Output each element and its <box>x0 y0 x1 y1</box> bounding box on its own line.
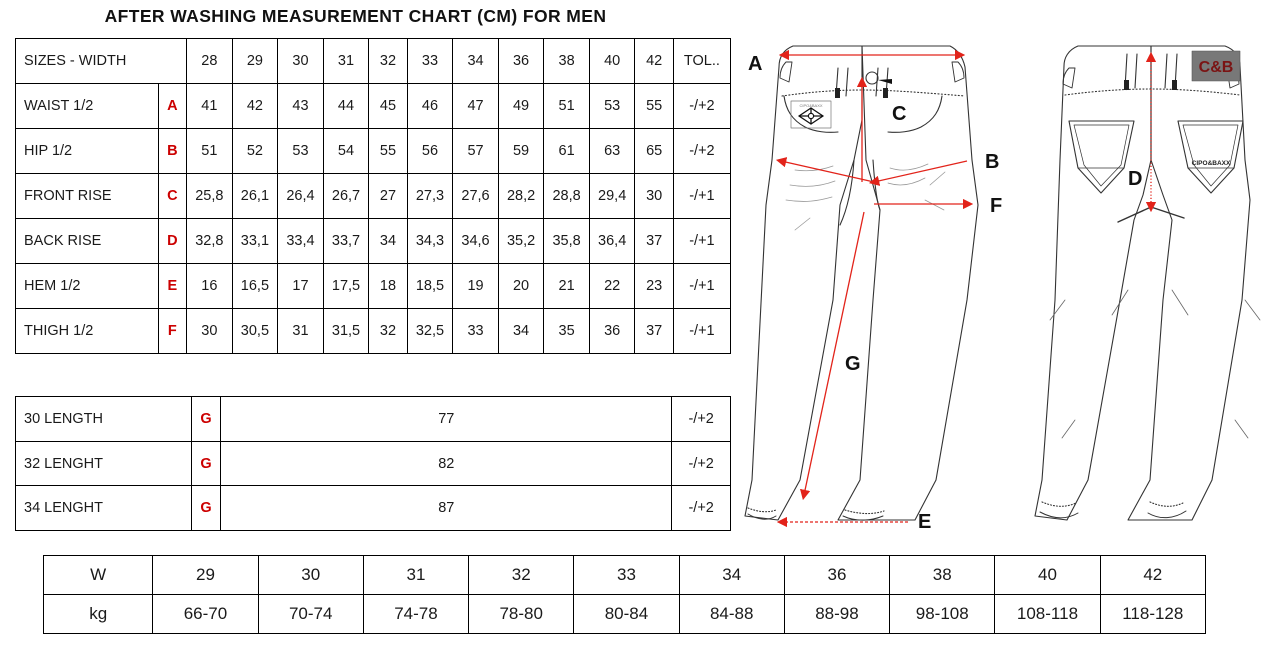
svg-text:A: A <box>748 53 762 75</box>
svg-text:B: B <box>985 151 999 173</box>
svg-text:CIPO&BAXX: CIPO&BAXX <box>799 103 822 108</box>
svg-text:F: F <box>990 195 1002 217</box>
svg-text:C&B: C&B <box>1199 59 1234 76</box>
svg-text:E: E <box>918 511 931 533</box>
svg-text:CIPO&BAXX: CIPO&BAXX <box>1192 160 1231 167</box>
svg-text:G: G <box>845 353 861 375</box>
svg-text:D: D <box>1128 168 1142 190</box>
svg-text:C: C <box>892 103 906 125</box>
